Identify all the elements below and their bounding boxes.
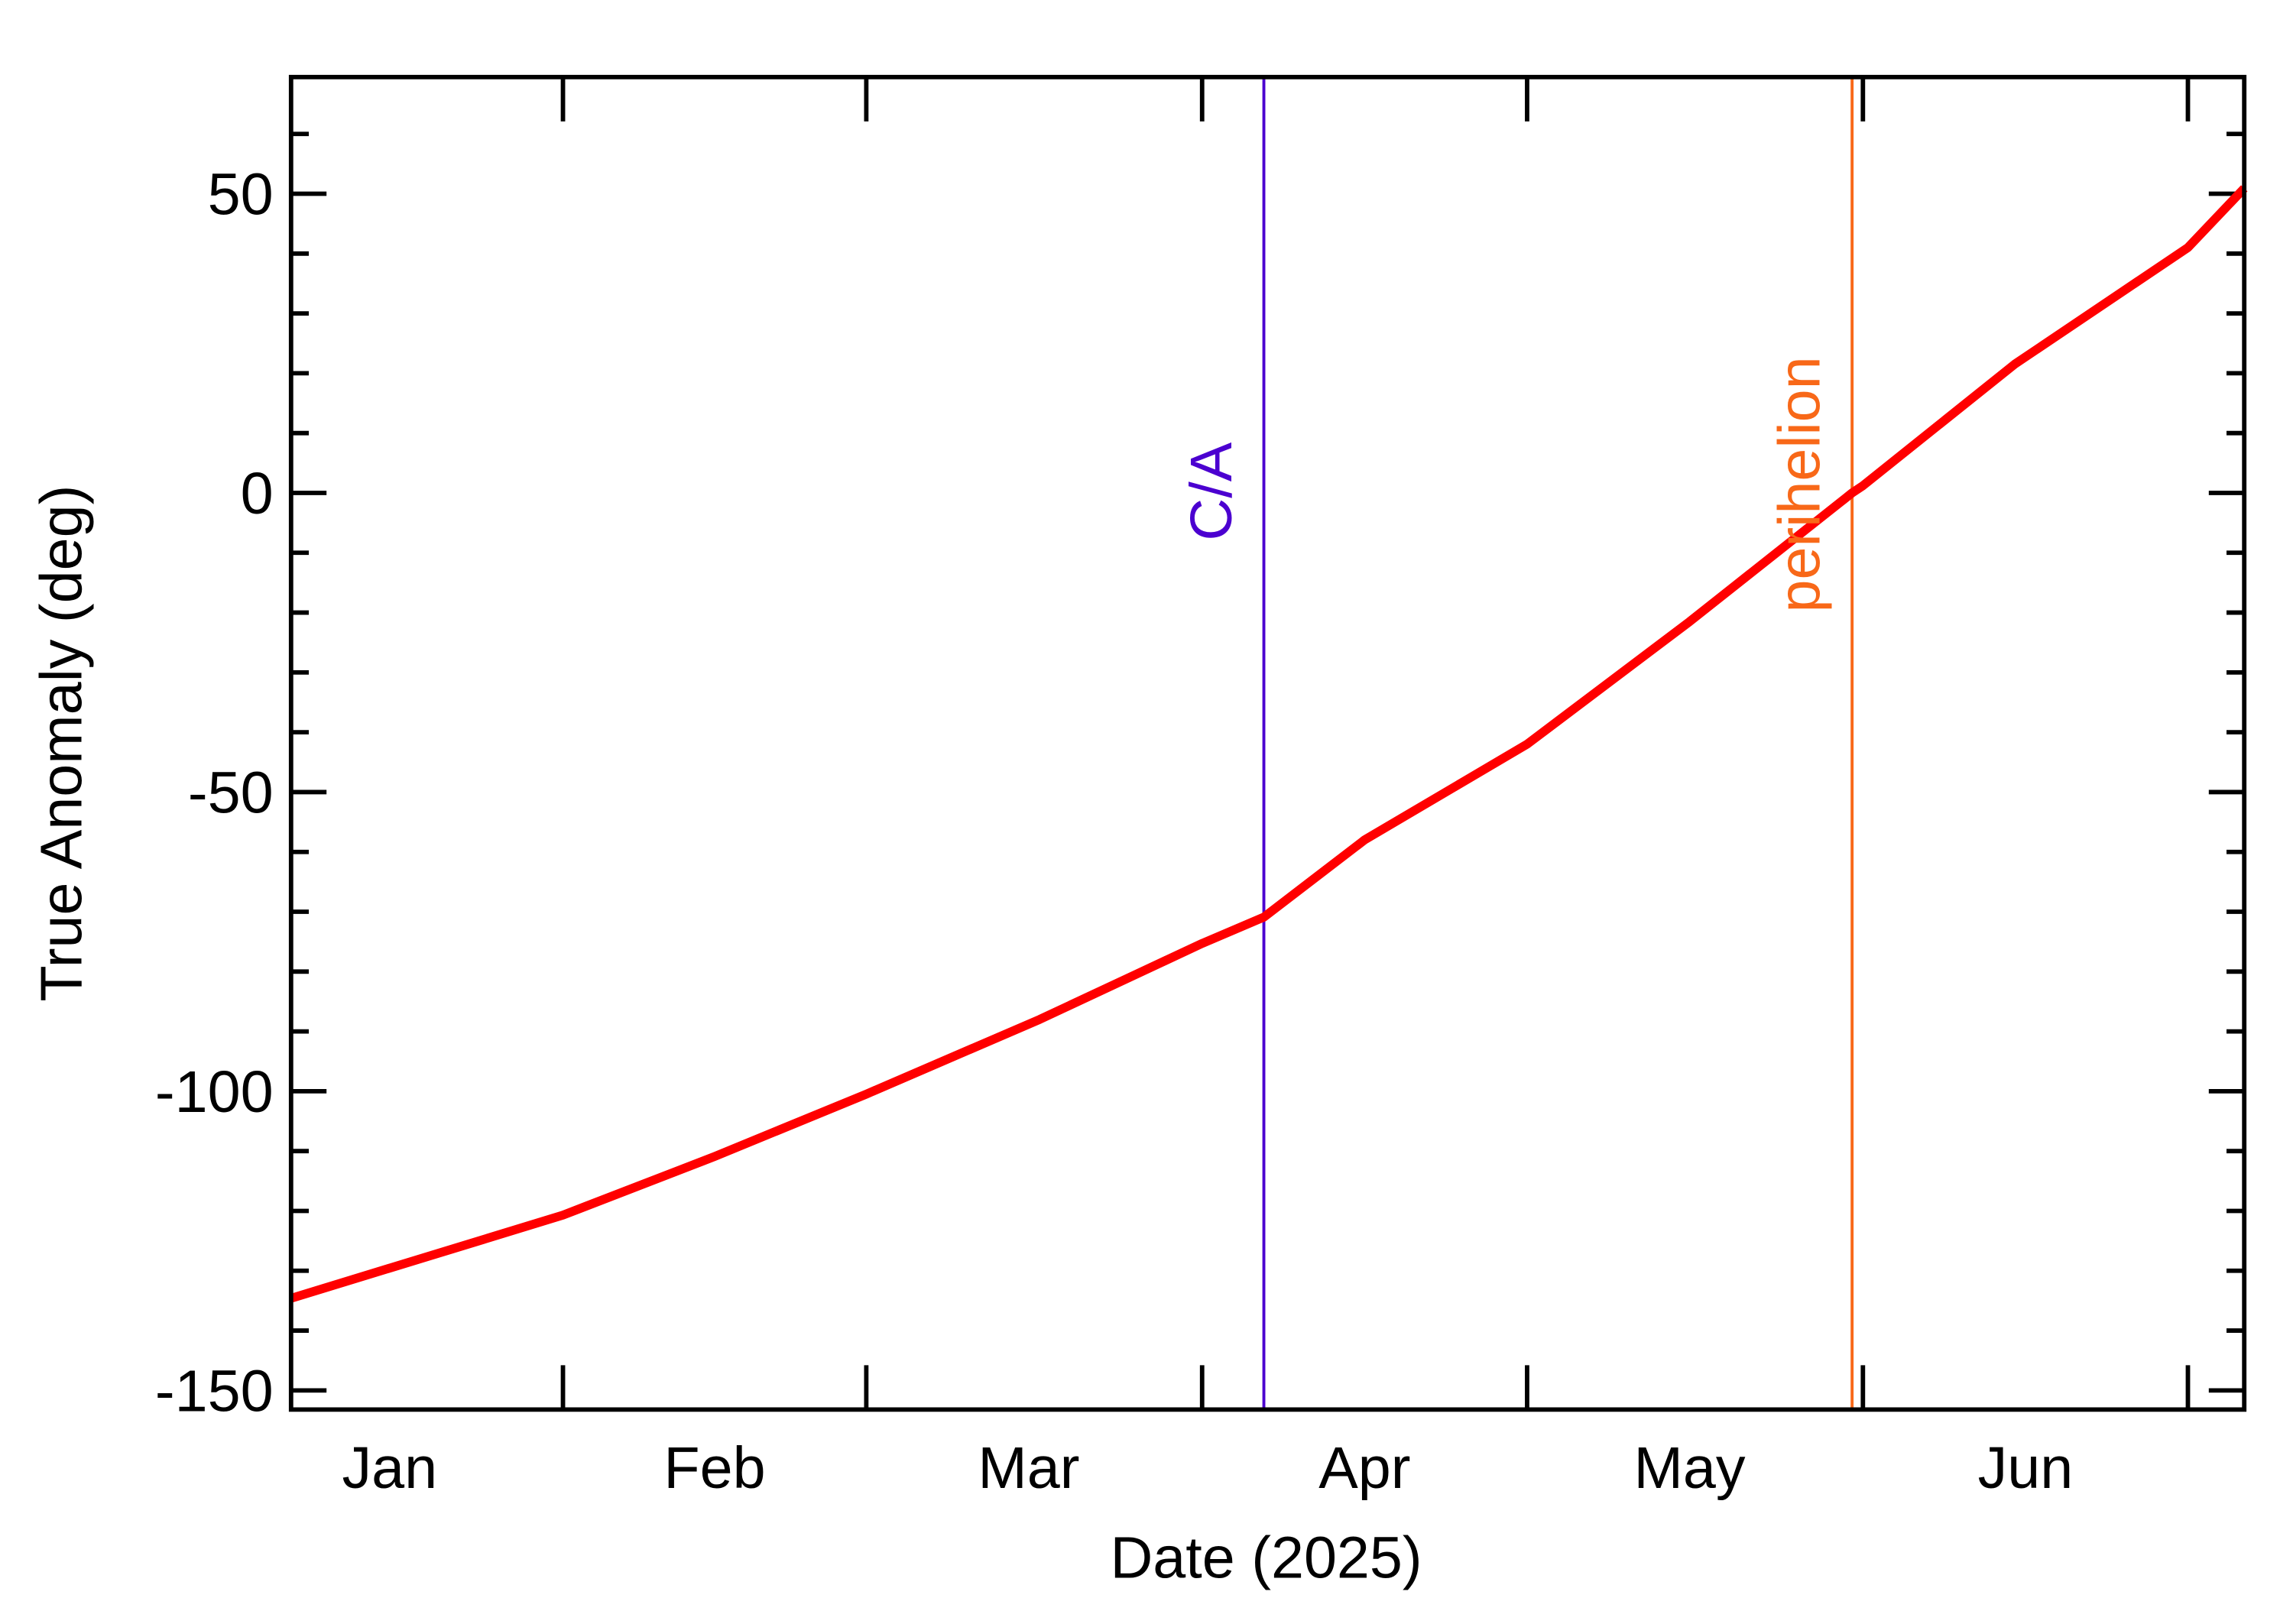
y-axis-title: True Anomaly (deg) [28, 485, 94, 1002]
x-tick-label: Jun [1978, 1435, 2074, 1501]
x-tick-label: Feb [663, 1435, 765, 1501]
event-label: perihelion [1767, 356, 1833, 612]
y-tick-label: -100 [155, 1059, 274, 1125]
y-tick-label: 0 [241, 461, 274, 527]
x-tick-label: Mar [978, 1435, 1079, 1501]
y-tick-label: -150 [155, 1358, 274, 1424]
plot-frame [288, 74, 2247, 1412]
data-line [290, 185, 2248, 1303]
x-tick-label: Apr [1318, 1435, 1410, 1501]
y-tick-label: 50 [208, 162, 274, 228]
x-tick-label: May [1634, 1435, 1746, 1501]
event-label: C/A [1179, 442, 1244, 540]
x-axis-title: Date (2025) [1110, 1525, 1422, 1591]
x-tick-label: Jan [342, 1435, 437, 1501]
y-tick-label: -50 [188, 760, 274, 825]
